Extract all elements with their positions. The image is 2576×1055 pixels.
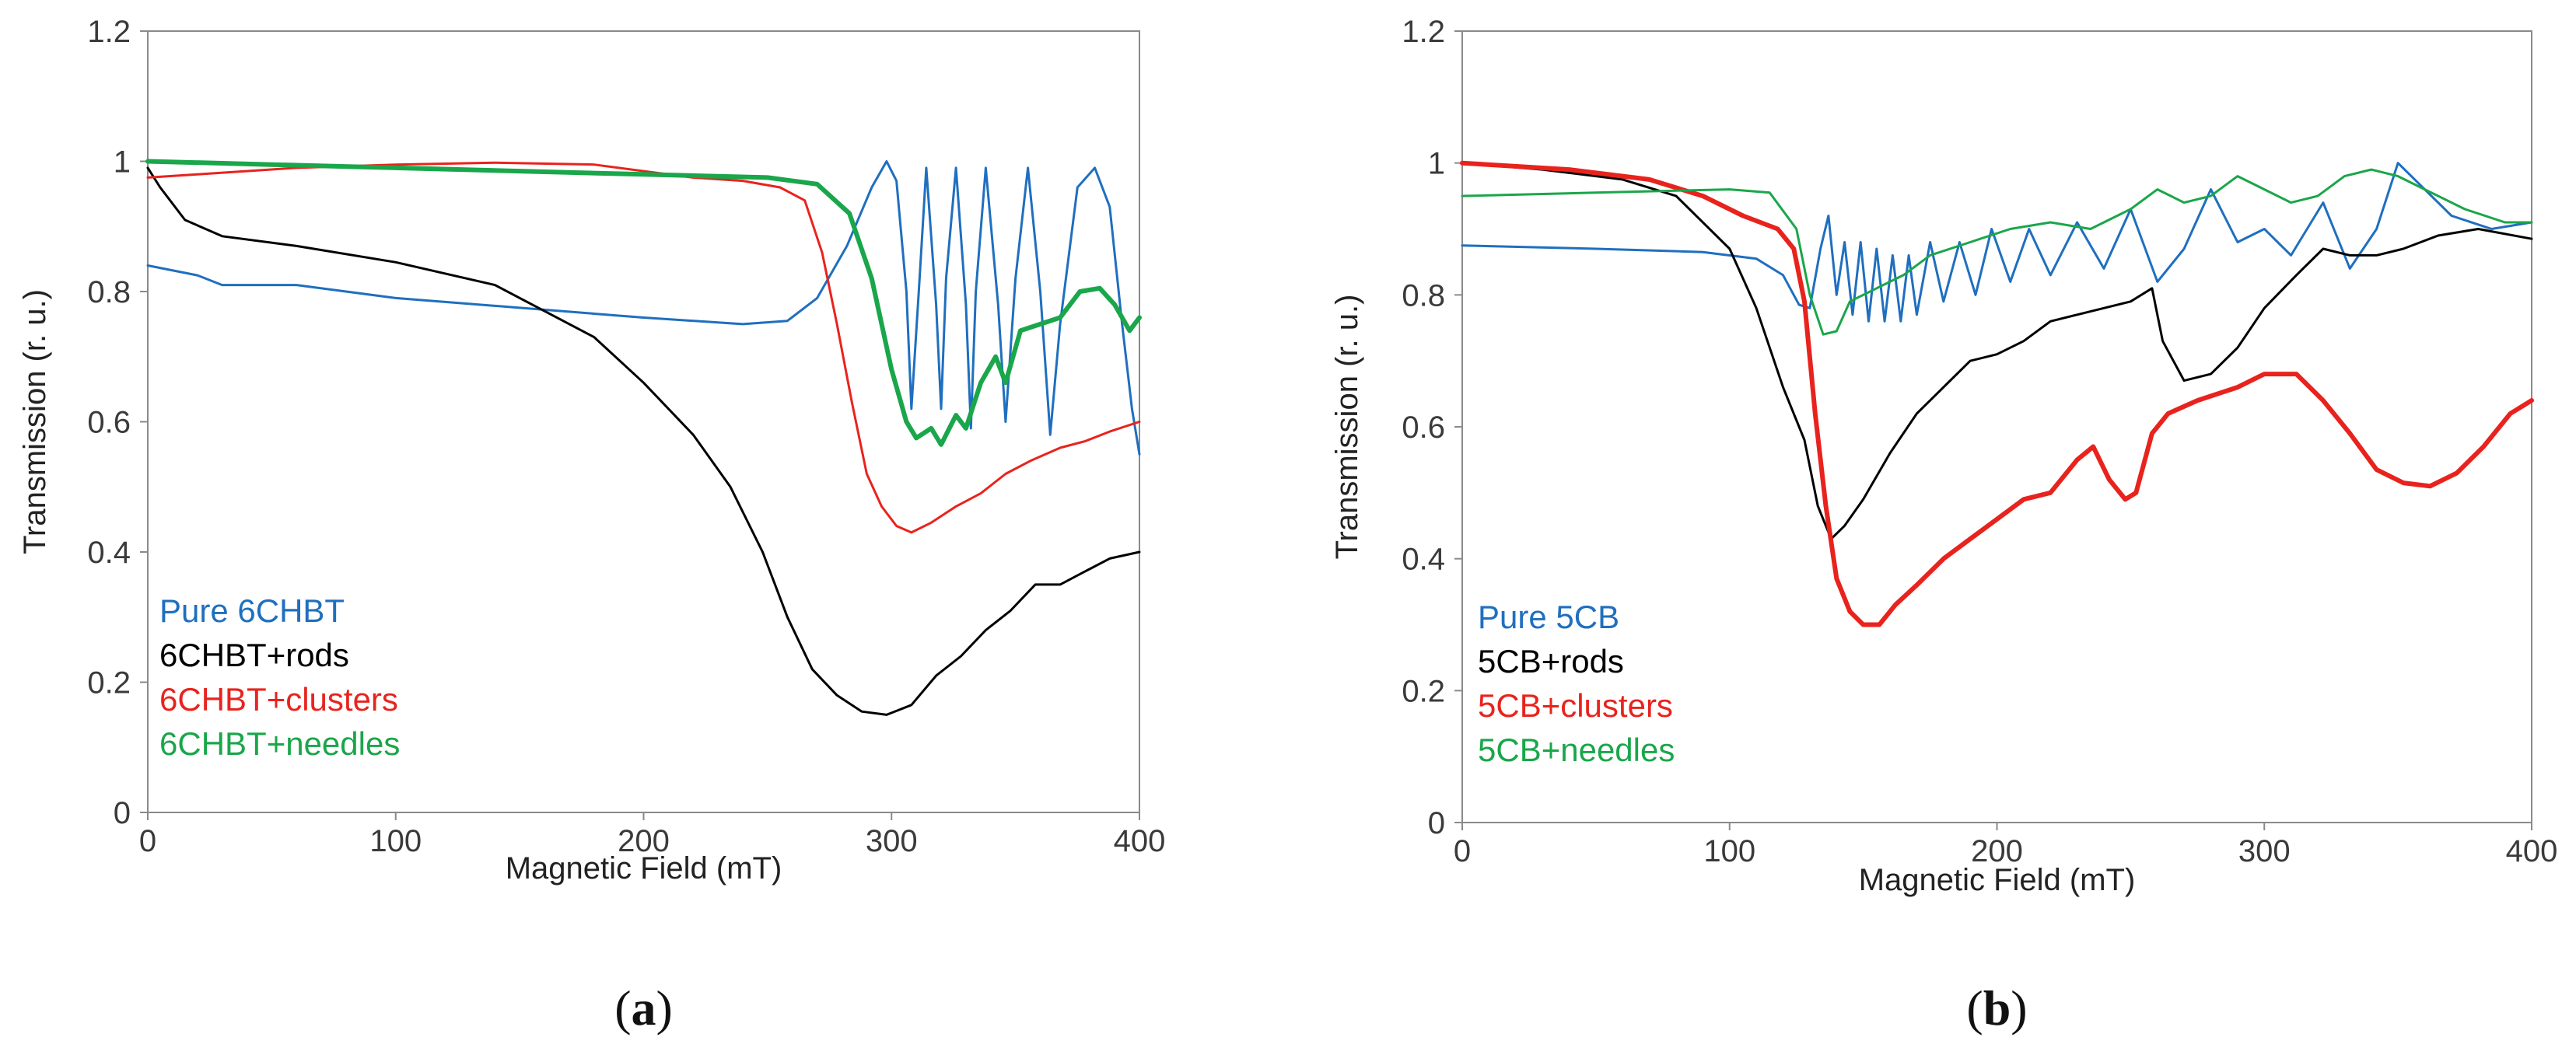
y-tick-label: 0.6	[1402, 410, 1445, 445]
series-line-5cb-needles	[1461, 168, 2533, 336]
legend-entry: 5CB+rods	[1478, 643, 1624, 679]
x-tick-label: 200	[618, 824, 670, 858]
legend-entry: 6CHBT+needles	[159, 725, 400, 762]
x-tick-label: 0	[1454, 834, 1471, 868]
x-tick-label: 300	[2238, 834, 2291, 868]
series-line-5cb-clusters	[1460, 160, 2534, 627]
legend-entry: 5CB+needles	[1478, 732, 1675, 768]
y-tick-label: 0	[1428, 806, 1445, 840]
y-tick-label: 0.4	[1402, 543, 1445, 577]
y-tick-label: 0.2	[87, 666, 131, 700]
y-tick-label: 0.4	[87, 536, 131, 570]
y-tick-label: 1	[1428, 147, 1445, 181]
legend-entry: Pure 6CHBT	[159, 592, 345, 629]
y-axis-title: Transmission (r. u.)	[1330, 295, 1364, 560]
y-tick-label: 1.2	[1402, 15, 1445, 49]
x-axis-title: Magnetic Field (mT)	[506, 851, 782, 886]
legend-entry: 6CHBT+clusters	[159, 681, 398, 718]
x-tick-label: 300	[866, 824, 918, 858]
legend-entry: Pure 5CB	[1478, 599, 1619, 635]
x-tick-label: 0	[139, 824, 156, 858]
x-tick-label: 400	[1114, 824, 1166, 858]
y-tick-label: 0.8	[87, 275, 131, 309]
y-axis-title: Transmission (r. u.)	[18, 289, 52, 554]
x-tick-label: 100	[1703, 834, 1755, 868]
x-axis-title: Magnetic Field (mT)	[1859, 863, 2136, 897]
y-tick-label: 0.6	[87, 406, 131, 440]
panel-label: (b)	[1966, 980, 2027, 1036]
y-tick-label: 0.2	[1402, 674, 1445, 708]
legend-entry: 5CB+clusters	[1478, 687, 1673, 724]
x-tick-label: 400	[2506, 834, 2558, 868]
series-line-6chbt-rods	[146, 166, 1141, 716]
series-line-5cb-rods	[1461, 162, 2533, 540]
y-tick-label: 0	[114, 796, 131, 830]
series-line-pure-5cb	[1461, 162, 2533, 323]
series-line-pure-6chbt	[146, 160, 1141, 456]
panel-label: (a)	[614, 980, 673, 1036]
y-tick-label: 1	[114, 145, 131, 180]
y-tick-label: 1.2	[87, 15, 131, 49]
x-tick-label: 100	[369, 824, 422, 858]
legend-entry: 6CHBT+rods	[159, 637, 349, 673]
chart-panel-b: 0 100 200 300 400 0 0.2 0.4 0.6 0.8 1 1.2 Magnetic F…	[1330, 15, 2557, 1036]
chart-panel-a: 0 100 200 300 400 0 0.2 0.4 0.6 0.8 1 1.2 Magnetic F…	[18, 15, 1165, 1036]
y-tick-label: 0.8	[1402, 278, 1445, 313]
x-tick-label: 200	[1971, 834, 2023, 868]
series-line-6chbt-clusters	[146, 161, 1141, 534]
series-line-6chbt-needles	[145, 159, 1142, 447]
